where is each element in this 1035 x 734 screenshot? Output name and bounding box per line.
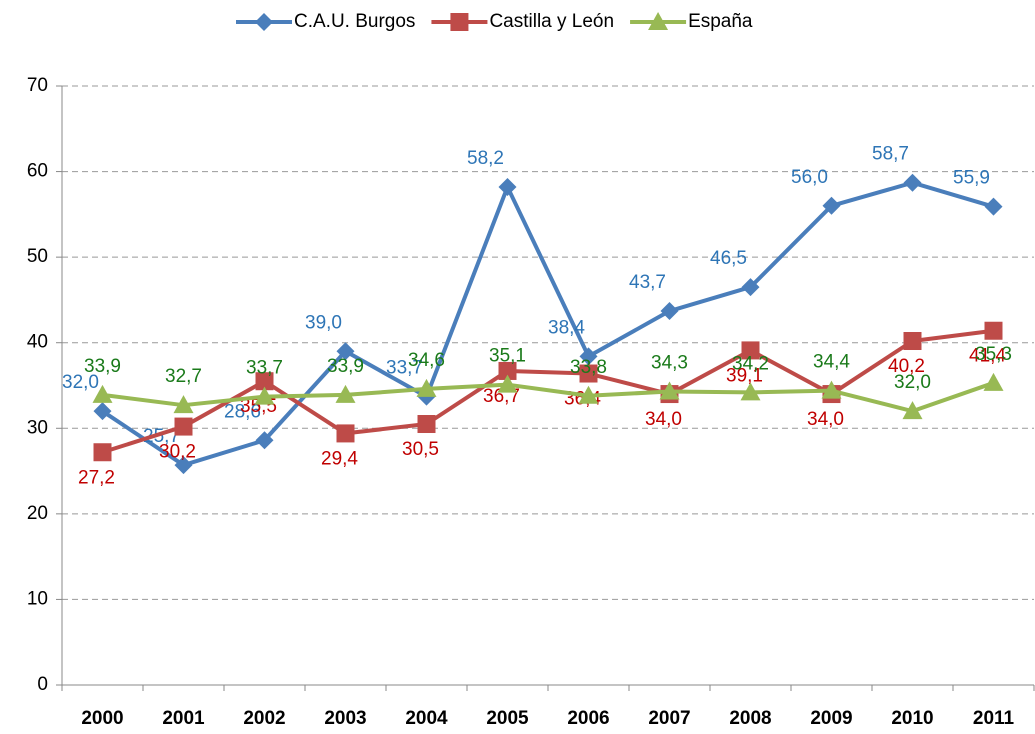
point — [983, 372, 1004, 391]
point — [174, 456, 193, 475]
x-tick-label: 2003 — [324, 708, 366, 729]
point — [740, 382, 761, 401]
legend-label: España — [688, 11, 753, 32]
y-tick-label: 20 — [27, 503, 48, 524]
point — [498, 177, 517, 196]
data-label: 32,7 — [165, 366, 202, 387]
data-label: 33,7 — [246, 358, 283, 379]
x-tick-label: 2000 — [81, 708, 123, 729]
point — [578, 385, 599, 404]
data-label: 41,4 — [969, 346, 1006, 367]
x-tick-label: 2009 — [810, 708, 852, 729]
data-label: 32,0 — [62, 372, 99, 393]
data-label: 34,3 — [651, 353, 688, 374]
series-line — [101, 328, 994, 455]
data-label: 55,9 — [953, 168, 990, 189]
data-label: 40,2 — [888, 356, 925, 377]
legend-marker — [255, 13, 273, 31]
legend-marker — [648, 12, 669, 30]
data-label: 34,4 — [813, 352, 850, 373]
point — [92, 384, 113, 403]
x-tick-label: 2002 — [243, 708, 285, 729]
series-line — [101, 180, 995, 468]
y-tick-label: 10 — [27, 588, 48, 609]
data-label: 27,2 — [78, 467, 115, 488]
y-tick-label: 60 — [27, 161, 48, 182]
data-label: 39,0 — [305, 312, 342, 333]
x-tick-label: 2006 — [567, 708, 609, 729]
point — [659, 381, 680, 400]
point — [984, 197, 1003, 216]
x-tick-label: 2007 — [648, 708, 690, 729]
legend-label: C.A.U. Burgos — [294, 11, 415, 32]
legend-label: Castilla y León — [489, 11, 614, 32]
data-label: 35,1 — [489, 346, 526, 367]
data-label: 34,0 — [645, 409, 682, 430]
x-tick-label: 2004 — [405, 708, 448, 729]
data-label: 34,2 — [732, 353, 769, 374]
x-tick-label: 2005 — [486, 708, 529, 729]
legend-marker — [450, 13, 469, 31]
point — [254, 386, 275, 405]
point — [903, 173, 922, 192]
point — [741, 278, 760, 297]
series-line — [102, 381, 995, 414]
point — [741, 341, 760, 360]
point — [498, 361, 517, 380]
point — [417, 415, 436, 434]
data-label: 56,0 — [791, 167, 828, 188]
data-label: 32,0 — [894, 372, 931, 393]
data-label: 58,2 — [467, 148, 504, 169]
point — [821, 380, 842, 399]
data-label: 38,4 — [548, 317, 585, 338]
point — [822, 196, 841, 215]
point — [902, 401, 923, 420]
data-label: 46,5 — [710, 248, 747, 269]
point — [579, 364, 598, 383]
data-label: 33,7 — [386, 358, 423, 379]
data-label: 29,4 — [321, 448, 358, 469]
data-label: 35,3 — [975, 344, 1012, 365]
point — [173, 395, 194, 414]
y-tick-label: 40 — [27, 332, 48, 353]
data-label: 58,7 — [872, 144, 909, 165]
data-label: 33,9 — [327, 356, 364, 377]
data-label: 43,7 — [629, 272, 666, 293]
point — [579, 347, 598, 366]
data-label: 28,6 — [224, 401, 261, 422]
point — [93, 443, 112, 462]
x-tick-label: 2011 — [973, 708, 1015, 729]
point — [416, 378, 437, 397]
y-tick-label: 0 — [37, 674, 48, 695]
point — [255, 431, 274, 450]
data-label: 30,2 — [159, 442, 196, 463]
data-label: 39,1 — [726, 365, 763, 386]
data-label: 34,0 — [807, 409, 844, 430]
data-label: 30,5 — [402, 439, 439, 460]
data-label: 33,9 — [84, 356, 121, 377]
x-tick-label: 2001 — [162, 708, 205, 729]
point — [497, 374, 518, 393]
point — [174, 417, 193, 436]
point — [336, 342, 355, 361]
x-tick-label: 2008 — [729, 708, 771, 729]
point — [660, 302, 679, 321]
point — [93, 402, 112, 421]
y-tick-label: 30 — [27, 417, 48, 438]
y-tick-label: 70 — [27, 75, 48, 96]
y-tick-label: 50 — [27, 246, 48, 267]
point — [903, 332, 922, 351]
point — [335, 384, 356, 403]
point — [336, 424, 355, 443]
point — [984, 321, 1003, 340]
data-label: 34,6 — [408, 350, 445, 371]
data-label: 33,8 — [570, 357, 607, 378]
x-tick-label: 2010 — [891, 708, 933, 729]
point — [255, 372, 274, 391]
